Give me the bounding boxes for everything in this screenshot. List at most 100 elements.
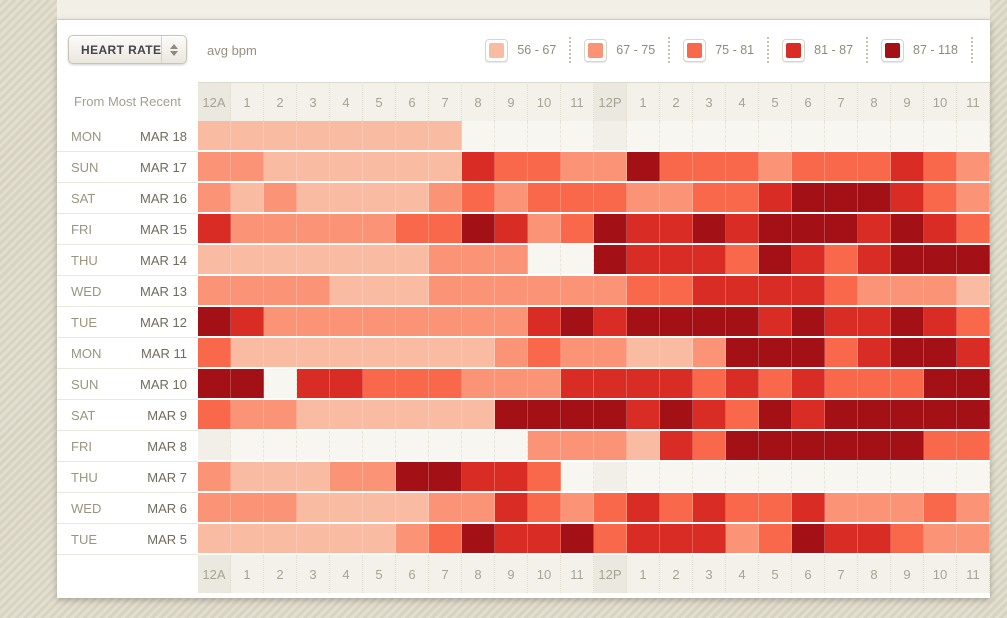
heatmap-cell[interactable]: [660, 431, 693, 462]
heatmap-cell[interactable]: [858, 400, 891, 431]
heatmap-cell[interactable]: [924, 431, 957, 462]
heatmap-cell[interactable]: [627, 121, 660, 152]
heatmap-cell[interactable]: [231, 307, 264, 338]
heatmap-cell[interactable]: [561, 152, 594, 183]
heatmap-cell[interactable]: [726, 431, 759, 462]
heatmap-cell[interactable]: [264, 369, 297, 400]
heatmap-cell[interactable]: [330, 152, 363, 183]
heatmap-cell[interactable]: [297, 152, 330, 183]
heatmap-cell[interactable]: [198, 214, 231, 245]
heatmap-cell[interactable]: [330, 183, 363, 214]
heatmap-cell[interactable]: [792, 276, 825, 307]
heatmap-cell[interactable]: [627, 462, 660, 493]
heatmap-cell[interactable]: [891, 183, 924, 214]
heatmap-cell[interactable]: [528, 183, 561, 214]
heatmap-cell[interactable]: [231, 183, 264, 214]
heatmap-cell[interactable]: [759, 431, 792, 462]
heatmap-cell[interactable]: [264, 276, 297, 307]
heatmap-cell[interactable]: [297, 121, 330, 152]
heatmap-cell[interactable]: [528, 214, 561, 245]
heatmap-cell[interactable]: [495, 338, 528, 369]
heatmap-cell[interactable]: [594, 276, 627, 307]
heatmap-cell[interactable]: [924, 524, 957, 555]
heatmap-cell[interactable]: [495, 369, 528, 400]
heatmap-cell[interactable]: [429, 183, 462, 214]
heatmap-cell[interactable]: [396, 462, 429, 493]
heatmap-cell[interactable]: [363, 369, 396, 400]
heatmap-cell[interactable]: [957, 121, 990, 152]
heatmap-cell[interactable]: [693, 214, 726, 245]
heatmap-cell[interactable]: [429, 400, 462, 431]
heatmap-cell[interactable]: [627, 338, 660, 369]
heatmap-cell[interactable]: [330, 431, 363, 462]
heatmap-cell[interactable]: [528, 338, 561, 369]
heatmap-cell[interactable]: [858, 183, 891, 214]
heatmap-cell[interactable]: [528, 152, 561, 183]
heatmap-cell[interactable]: [693, 245, 726, 276]
heatmap-cell[interactable]: [198, 462, 231, 493]
heatmap-cell[interactable]: [891, 214, 924, 245]
heatmap-cell[interactable]: [627, 307, 660, 338]
heatmap-cell[interactable]: [396, 493, 429, 524]
heatmap-cell[interactable]: [660, 462, 693, 493]
heatmap-cell[interactable]: [891, 276, 924, 307]
heatmap-cell[interactable]: [198, 276, 231, 307]
heatmap-cell[interactable]: [330, 524, 363, 555]
heatmap-cell[interactable]: [759, 493, 792, 524]
heatmap-cell[interactable]: [198, 183, 231, 214]
heatmap-cell[interactable]: [759, 121, 792, 152]
heatmap-cell[interactable]: [363, 183, 396, 214]
heatmap-cell[interactable]: [495, 152, 528, 183]
heatmap-cell[interactable]: [561, 369, 594, 400]
heatmap-cell[interactable]: [363, 121, 396, 152]
heatmap-cell[interactable]: [693, 431, 726, 462]
heatmap-cell[interactable]: [594, 152, 627, 183]
heatmap-cell[interactable]: [297, 462, 330, 493]
heatmap-cell[interactable]: [462, 462, 495, 493]
heatmap-cell[interactable]: [594, 524, 627, 555]
heatmap-cell[interactable]: [330, 369, 363, 400]
heatmap-cell[interactable]: [528, 524, 561, 555]
heatmap-cell[interactable]: [198, 400, 231, 431]
heatmap-cell[interactable]: [462, 524, 495, 555]
heatmap-cell[interactable]: [462, 245, 495, 276]
heatmap-cell[interactable]: [363, 431, 396, 462]
heatmap-cell[interactable]: [429, 493, 462, 524]
heatmap-cell[interactable]: [396, 183, 429, 214]
heatmap-cell[interactable]: [297, 524, 330, 555]
heatmap-cell[interactable]: [330, 307, 363, 338]
heatmap-cell[interactable]: [726, 462, 759, 493]
heatmap-cell[interactable]: [330, 493, 363, 524]
heatmap-cell[interactable]: [825, 214, 858, 245]
heatmap-cell[interactable]: [858, 307, 891, 338]
heatmap-cell[interactable]: [693, 152, 726, 183]
heatmap-cell[interactable]: [495, 276, 528, 307]
heatmap-cell[interactable]: [495, 214, 528, 245]
heatmap-cell[interactable]: [297, 245, 330, 276]
heatmap-cell[interactable]: [660, 307, 693, 338]
heatmap-cell[interactable]: [858, 462, 891, 493]
heatmap-cell[interactable]: [528, 369, 561, 400]
heatmap-cell[interactable]: [561, 121, 594, 152]
heatmap-cell[interactable]: [858, 245, 891, 276]
heatmap-cell[interactable]: [198, 245, 231, 276]
heatmap-cell[interactable]: [594, 307, 627, 338]
heatmap-cell[interactable]: [792, 214, 825, 245]
heatmap-cell[interactable]: [198, 431, 231, 462]
heatmap-cell[interactable]: [297, 431, 330, 462]
heatmap-cell[interactable]: [396, 214, 429, 245]
heatmap-cell[interactable]: [660, 245, 693, 276]
heatmap-cell[interactable]: [264, 183, 297, 214]
heatmap-cell[interactable]: [495, 245, 528, 276]
heatmap-cell[interactable]: [792, 369, 825, 400]
heatmap-cell[interactable]: [429, 245, 462, 276]
heatmap-cell[interactable]: [726, 152, 759, 183]
heatmap-cell[interactable]: [231, 245, 264, 276]
heatmap-cell[interactable]: [693, 276, 726, 307]
heatmap-cell[interactable]: [264, 431, 297, 462]
heatmap-cell[interactable]: [891, 369, 924, 400]
heatmap-cell[interactable]: [858, 338, 891, 369]
heatmap-cell[interactable]: [957, 493, 990, 524]
heatmap-cell[interactable]: [264, 462, 297, 493]
heatmap-cell[interactable]: [528, 400, 561, 431]
